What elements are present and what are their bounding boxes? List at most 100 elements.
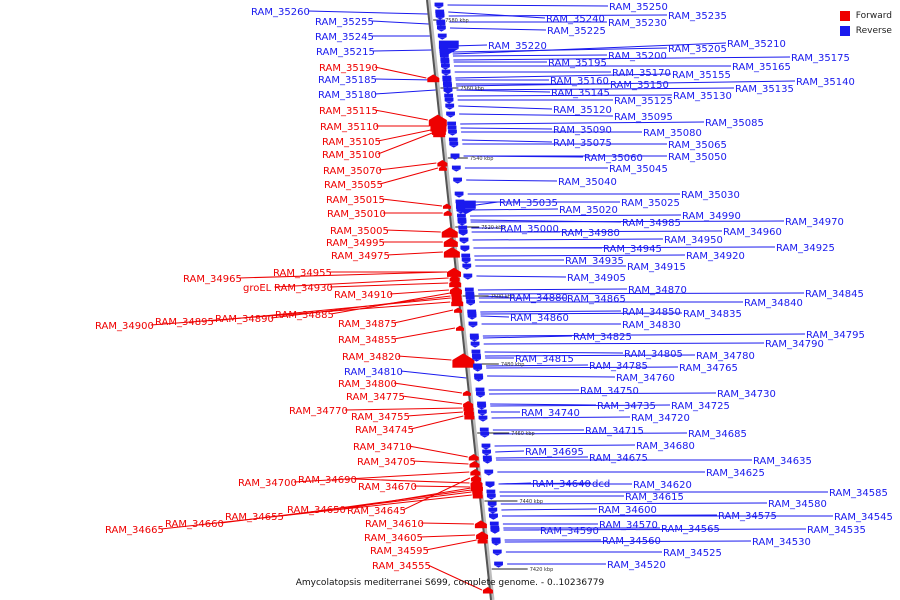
reverse-gene	[471, 357, 481, 360]
gene-label: RAM_34565	[661, 524, 720, 535]
gene-connector	[483, 342, 765, 345]
forward-gene	[463, 401, 474, 404]
forward-gene	[469, 464, 480, 468]
gene-connector	[448, 11, 546, 19]
gene-label: RAM_34975	[331, 251, 390, 262]
gene-label: RAM_34715	[585, 426, 644, 437]
gene-label: RAM_35125	[614, 96, 673, 107]
forward-gene	[469, 461, 480, 464]
gene-label: RAM_34650	[287, 505, 346, 516]
gene-label: RAM_35170	[612, 68, 671, 79]
gene-label: RAM_34945	[603, 244, 662, 255]
reverse-gene	[471, 349, 481, 354]
forward-gene	[431, 125, 446, 130]
forward-gene	[427, 78, 440, 83]
reverse-gene	[455, 203, 465, 206]
reverse-gene	[471, 353, 481, 358]
reverse-swatch	[839, 25, 850, 36]
gene-label: RAM_35185	[318, 75, 377, 86]
reverse-gene	[442, 75, 452, 80]
forward-gene	[451, 298, 462, 302]
reverse-gene	[436, 29, 446, 32]
gene-label: RAM_35095	[614, 112, 673, 123]
reverse-gene	[477, 409, 487, 414]
reverse-gene	[461, 253, 471, 258]
forward-gene	[470, 469, 481, 472]
tick-label: 7420 kbp	[530, 567, 554, 573]
reverse-gene	[479, 427, 489, 432]
gene-connector	[452, 42, 727, 55]
gene-label: RAM_34835	[683, 309, 742, 320]
gene-label: RAM_35025	[621, 198, 680, 209]
gene-label: RAM_35070	[323, 166, 382, 177]
reverse-gene	[455, 200, 476, 209]
reverse-gene	[441, 73, 451, 76]
gene-label: RAM_34680	[636, 441, 695, 452]
gene-connector	[470, 220, 785, 223]
reverse-gene	[490, 531, 500, 534]
reverse-gene	[437, 37, 447, 40]
gene-connector	[491, 416, 631, 419]
gene-connector	[329, 282, 449, 288]
gene-label: RAM_35000	[500, 224, 559, 235]
gene-label: RAM_34860	[510, 313, 569, 324]
gene-label: RAM_34855	[338, 335, 397, 346]
reverse-gene	[468, 321, 478, 326]
gene-labels-layer: RAM_35190 RAM_35115 RAM_35110 RAM_35105 RAM_…	[95, 2, 893, 572]
gene-label: RAM_34810	[344, 367, 403, 378]
gene-label: RAM_34800	[338, 379, 397, 390]
gene-connector	[270, 295, 451, 319]
forward-gene	[464, 413, 475, 416]
gene-label: RAM_34780	[696, 351, 755, 362]
reverse-gene	[490, 525, 500, 530]
forward-gene	[472, 490, 483, 494]
forward-gene	[474, 524, 487, 529]
reverse-gene	[467, 311, 477, 316]
gene-label: RAM_34850	[622, 307, 681, 318]
forward-gene	[463, 409, 474, 412]
gene-label: RAM_34905	[567, 273, 626, 284]
gene-label: RAM_34875	[338, 319, 397, 330]
reverse-gene	[439, 53, 449, 58]
gene-label: RAM_35195	[548, 58, 607, 69]
forward-gene	[482, 590, 493, 594]
gene-label: RAM_35090	[553, 125, 612, 136]
gene-label: RAM_34845	[805, 289, 864, 300]
reverse-gene	[463, 273, 473, 278]
forward-gene	[468, 454, 479, 457]
reverse-gene	[489, 521, 499, 526]
reverse-gene	[470, 345, 480, 348]
reverse-gene	[448, 133, 457, 136]
gene-connector	[484, 354, 696, 357]
reverse-gene	[458, 225, 468, 230]
gene-label: RAM_34840	[744, 298, 803, 309]
gene-label: RAM_35155	[672, 70, 731, 81]
gene-connector	[386, 251, 443, 256]
gene-label: RAM_34865	[567, 294, 626, 305]
reverse-gene	[438, 40, 459, 49]
gene-connector	[344, 407, 463, 411]
reverse-gene	[470, 339, 479, 342]
forward-gene	[438, 168, 447, 171]
reverse-gene	[491, 543, 501, 546]
forward-gene	[470, 475, 481, 478]
gene-label: RAM_35005	[330, 226, 389, 237]
gene-connector	[473, 246, 776, 249]
reverse-gene	[489, 513, 498, 518]
reverse-gene	[435, 17, 445, 20]
gene-label: RAM_35045	[609, 164, 668, 175]
gene-label: RAM_34625	[706, 468, 765, 479]
gene-connector	[490, 403, 597, 406]
reverse-gene	[468, 325, 478, 328]
forward-gene	[438, 165, 447, 168]
forward-gene	[477, 540, 488, 544]
reverse-gene	[487, 505, 497, 508]
gene-label: RAM_34555	[372, 561, 431, 572]
reverse-gene	[486, 493, 496, 496]
gene-connector	[449, 27, 547, 31]
gene-connector	[480, 310, 622, 313]
forward-gene	[428, 114, 447, 120]
reverse-gene	[462, 267, 472, 270]
reverse-gene	[451, 169, 461, 172]
reverse-gene	[472, 359, 481, 362]
